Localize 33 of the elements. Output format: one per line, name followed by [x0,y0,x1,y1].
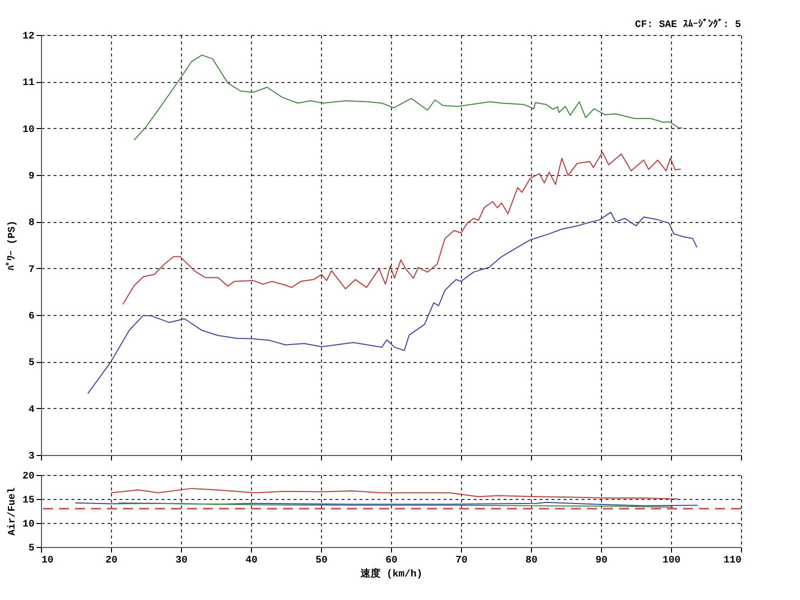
x-tick-label: 40 [245,556,258,566]
y-tick-label: 5 [28,544,34,554]
x-tick-label: 20 [105,556,118,566]
y-tick-label: 9 [28,172,34,182]
x-tick-label: 110 [723,556,742,566]
y-tick-label: 8 [28,218,34,230]
text: CF: SAE ｽﾑｰｼﾞﾝｸﾞ: 5 [634,18,741,31]
x-tick-label: 100 [662,556,681,566]
x-tick-label: 80 [525,556,538,566]
y-tick-label: 15 [22,496,34,506]
y-tick-label: 4 [28,404,34,416]
line-series [110,488,678,500]
x-tick-label: 10 [42,556,54,566]
x-axis-title: 速度 (km/h) [359,568,423,580]
y-tick-label: 12 [22,32,34,42]
y-tick-label: 6 [28,312,34,322]
y-axis-title: Air/Fuel [6,487,18,536]
x-tick-label: 30 [175,556,188,566]
y-tick-label: 11 [22,78,34,90]
x-tick-label: 90 [595,556,608,566]
y-tick-label: 3 [28,452,34,462]
line-series [134,54,683,140]
line-series [122,152,682,305]
y-tick-label: 7 [28,264,34,276]
x-tick-label: 70 [455,556,468,566]
y-tick-label: 10 [22,124,34,136]
y-tick-label: 10 [22,520,34,530]
x-tick-label: 60 [385,556,398,566]
line-series [87,212,698,394]
y-axis-title: ﾊﾟﾜｰ (PS) [6,220,18,271]
y-tick-label: 5 [28,358,34,370]
x-tick-label: 50 [315,556,328,566]
y-tick-label: 20 [22,472,34,482]
